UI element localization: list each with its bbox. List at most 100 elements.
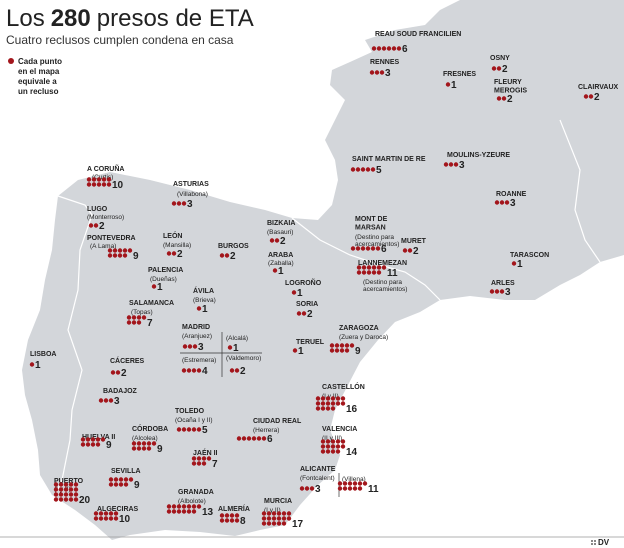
location-name: CASTELLÓN xyxy=(322,382,365,391)
credit: DV xyxy=(598,538,610,547)
dot xyxy=(261,516,267,521)
dot xyxy=(100,437,106,442)
location: A CORUÑA(Curtis)10 xyxy=(86,164,124,191)
dot xyxy=(229,368,235,373)
dot xyxy=(304,486,310,491)
dot xyxy=(118,482,124,487)
location-sublabel: (Alcolea) xyxy=(132,435,158,442)
dot xyxy=(396,46,402,51)
dot xyxy=(271,516,277,521)
dot xyxy=(113,477,119,482)
dot xyxy=(123,482,129,487)
dot xyxy=(93,511,99,516)
dot-group xyxy=(236,436,267,441)
dot xyxy=(196,504,202,509)
location-name: ZARAGOZA xyxy=(339,325,379,332)
dot-group xyxy=(108,477,134,487)
dot xyxy=(362,481,368,486)
dot xyxy=(123,477,129,482)
location-sublabel: (Zaballa) xyxy=(268,260,294,267)
dot-group xyxy=(176,427,202,432)
dot xyxy=(370,167,376,172)
location-name: ALGECIRAS xyxy=(97,506,139,513)
dot xyxy=(286,511,292,516)
legend-dot xyxy=(8,58,14,64)
location-name: SORIA xyxy=(296,301,318,308)
location-name: MONT DE MARSAN xyxy=(355,216,388,232)
credit-icon xyxy=(591,540,596,545)
location-name: TARASCON xyxy=(510,252,549,259)
dot xyxy=(171,509,177,514)
dot xyxy=(122,253,128,258)
count: 10 xyxy=(112,180,124,191)
dot-group xyxy=(196,306,202,311)
dot xyxy=(342,486,348,491)
count: 6 xyxy=(402,44,408,55)
dot xyxy=(271,521,277,526)
dot xyxy=(246,436,252,441)
count: 2 xyxy=(594,92,600,103)
dot-group xyxy=(29,362,35,367)
dot xyxy=(386,46,392,51)
dot xyxy=(112,248,118,253)
dot xyxy=(90,442,96,447)
dot xyxy=(376,46,382,51)
dot xyxy=(329,348,335,353)
dot xyxy=(106,182,112,187)
dot xyxy=(181,201,187,206)
count: 1 xyxy=(298,346,304,357)
dot xyxy=(241,436,247,441)
dot xyxy=(58,482,64,487)
location-name: ARABA xyxy=(268,252,293,259)
dot-group xyxy=(261,511,292,526)
dot xyxy=(131,441,137,446)
dot xyxy=(491,66,497,71)
dot xyxy=(196,306,202,311)
count: 2 xyxy=(307,309,313,320)
location-name: FLEURY MEROGIS xyxy=(494,79,527,95)
count: 6 xyxy=(267,434,273,445)
location-sublabel: (Dueñas) xyxy=(150,276,177,283)
dot-group xyxy=(315,396,346,411)
dot xyxy=(365,167,371,172)
dot-group xyxy=(511,261,517,266)
dot xyxy=(95,437,101,442)
location: SALAMANCA (Topas) 7 xyxy=(126,300,174,329)
location: PONTEVEDRA(A Lama) 9 xyxy=(87,235,139,262)
dot-group xyxy=(583,94,594,99)
dot xyxy=(122,248,128,253)
dot xyxy=(118,477,124,482)
dot xyxy=(80,437,86,442)
dot xyxy=(86,177,92,182)
dot-group xyxy=(219,253,230,258)
dot xyxy=(271,511,277,516)
dot xyxy=(511,261,517,266)
dot xyxy=(73,497,79,502)
dot xyxy=(98,398,104,403)
dot xyxy=(201,456,207,461)
location-sublabel: (II y III) xyxy=(322,435,342,442)
border xyxy=(54,195,93,496)
title-part: Los xyxy=(6,5,45,32)
location-name: ROANNE xyxy=(496,191,527,198)
dot xyxy=(131,315,137,320)
dot xyxy=(224,513,230,518)
dot xyxy=(501,96,507,101)
location-name: FRESNES xyxy=(443,71,476,78)
dot xyxy=(166,504,172,509)
count: 2 xyxy=(121,368,127,379)
dot xyxy=(320,401,326,406)
dot xyxy=(166,251,172,256)
location: LANNEMEZAN (Destino para acercamientos)11 xyxy=(356,260,407,293)
dot xyxy=(113,516,119,521)
location: MURCIA (I y II) 17 xyxy=(261,498,304,530)
dot xyxy=(291,290,297,295)
dot xyxy=(234,518,240,523)
dot xyxy=(224,253,230,258)
dot xyxy=(107,253,113,258)
dot xyxy=(196,461,202,466)
location: ASTURIAS (Villabona)3 xyxy=(171,181,209,210)
location-sublabel: (Zuera y Daroca) xyxy=(339,334,388,341)
dot xyxy=(347,486,353,491)
